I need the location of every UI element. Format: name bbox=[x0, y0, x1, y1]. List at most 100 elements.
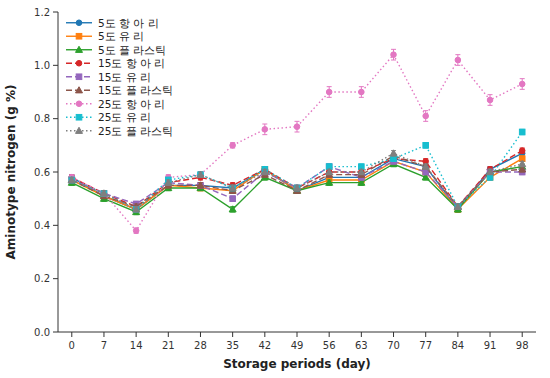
legend-swatch-marker bbox=[76, 60, 82, 66]
error-bar bbox=[295, 185, 300, 190]
data-point bbox=[359, 169, 365, 175]
error-bar bbox=[423, 111, 428, 122]
error-bar-cap bbox=[488, 94, 493, 95]
x-tick bbox=[71, 332, 72, 337]
legend-label: 5도 항 아 리 bbox=[98, 17, 159, 29]
y-tick-label: 0.6 bbox=[34, 167, 50, 178]
error-bar bbox=[423, 164, 428, 169]
data-point bbox=[294, 185, 300, 191]
error-bar bbox=[423, 175, 428, 180]
error-bar-cap bbox=[520, 89, 525, 90]
data-point bbox=[454, 203, 461, 209]
series bbox=[68, 153, 525, 210]
x-tick-label: 28 bbox=[194, 340, 207, 351]
legend-item: 5도 유 리 bbox=[66, 30, 144, 42]
error-bar bbox=[488, 169, 493, 174]
series-line bbox=[72, 156, 522, 207]
error-bar bbox=[423, 169, 428, 174]
error-bar bbox=[230, 185, 235, 190]
legend-label: 25도 플 라스틱 bbox=[98, 125, 173, 137]
legend-swatch-marker bbox=[76, 114, 82, 120]
x-tick-label: 56 bbox=[323, 340, 336, 351]
data-point bbox=[487, 169, 494, 175]
error-bar bbox=[391, 49, 396, 60]
legend-item: 25도 플 라스틱 bbox=[66, 125, 173, 137]
error-bar-cap bbox=[423, 121, 428, 122]
error-bar bbox=[455, 204, 460, 209]
series bbox=[68, 150, 525, 212]
data-point bbox=[198, 183, 204, 189]
data-point bbox=[391, 52, 397, 58]
data-point bbox=[101, 191, 107, 197]
error-bar-cap bbox=[327, 97, 332, 98]
data-point bbox=[101, 191, 107, 197]
error-bar-cap bbox=[455, 54, 460, 55]
data-point bbox=[487, 169, 494, 175]
legend-swatch-marker bbox=[76, 87, 83, 93]
data-point bbox=[390, 150, 397, 156]
legend-swatch-marker bbox=[76, 33, 82, 39]
error-bar bbox=[488, 169, 493, 174]
y-tick bbox=[53, 332, 58, 333]
error-bar-cap bbox=[262, 124, 267, 125]
legend: 5도 항 아 리5도 유 리5도 플 라스틱15도 항 아 리15도 유 리15… bbox=[66, 17, 173, 137]
legend-label: 5도 플 라스틱 bbox=[98, 44, 166, 56]
data-point bbox=[326, 89, 332, 95]
error-bar bbox=[101, 191, 106, 196]
error-bar bbox=[520, 167, 525, 172]
error-bar bbox=[230, 143, 235, 148]
y-tick-label: 0.8 bbox=[34, 113, 50, 124]
error-bar bbox=[327, 169, 332, 174]
data-point bbox=[230, 143, 236, 149]
data-point bbox=[294, 185, 300, 191]
legend-swatch-marker bbox=[76, 74, 82, 80]
data-point bbox=[358, 169, 365, 175]
data-point bbox=[230, 185, 236, 191]
error-bar bbox=[423, 164, 428, 169]
error-bar bbox=[359, 87, 364, 98]
data-point bbox=[100, 190, 107, 196]
y-tick bbox=[53, 118, 58, 119]
legend-label: 15도 항 아 리 bbox=[98, 57, 165, 69]
data-point bbox=[423, 113, 429, 119]
error-bar bbox=[488, 169, 493, 174]
x-tick bbox=[200, 332, 201, 337]
data-point bbox=[519, 81, 525, 87]
error-bar bbox=[198, 183, 203, 188]
legend-swatch-marker bbox=[76, 127, 83, 133]
data-point bbox=[487, 169, 494, 175]
data-point bbox=[230, 196, 236, 202]
error-bar bbox=[134, 207, 139, 212]
error-bar bbox=[198, 172, 203, 177]
y-tick-label: 0.4 bbox=[34, 220, 50, 231]
data-point bbox=[294, 185, 300, 191]
error-bar-cap bbox=[391, 49, 396, 50]
series bbox=[68, 161, 525, 215]
legend-label: 15도 플 라스틱 bbox=[98, 84, 173, 96]
error-bar bbox=[391, 151, 396, 156]
x-tick bbox=[457, 332, 458, 337]
y-tick-label: 0.2 bbox=[34, 273, 50, 284]
series-line bbox=[72, 153, 522, 209]
y-tick-label: 1.0 bbox=[34, 60, 50, 71]
error-bar bbox=[230, 207, 235, 212]
error-bar bbox=[230, 185, 235, 190]
data-point bbox=[487, 175, 493, 181]
x-tick-label: 77 bbox=[419, 340, 432, 351]
legend-item: 25도 항 아 리 bbox=[66, 98, 165, 110]
axes: 07142128354249566370778491980.00.20.40.6… bbox=[34, 7, 536, 352]
data-point bbox=[230, 185, 236, 191]
data-point bbox=[519, 129, 525, 135]
data-point bbox=[165, 179, 172, 185]
data-point bbox=[197, 182, 204, 188]
error-bar bbox=[327, 87, 332, 98]
x-tick-label: 91 bbox=[484, 340, 497, 351]
legend-label: 25도 유 리 bbox=[98, 111, 151, 123]
data-point bbox=[262, 127, 268, 133]
data-point bbox=[454, 203, 461, 209]
series-line bbox=[72, 55, 522, 231]
error-bar bbox=[295, 185, 300, 190]
data-point bbox=[133, 207, 139, 213]
error-bar bbox=[198, 183, 203, 188]
x-tick-label: 49 bbox=[291, 340, 304, 351]
